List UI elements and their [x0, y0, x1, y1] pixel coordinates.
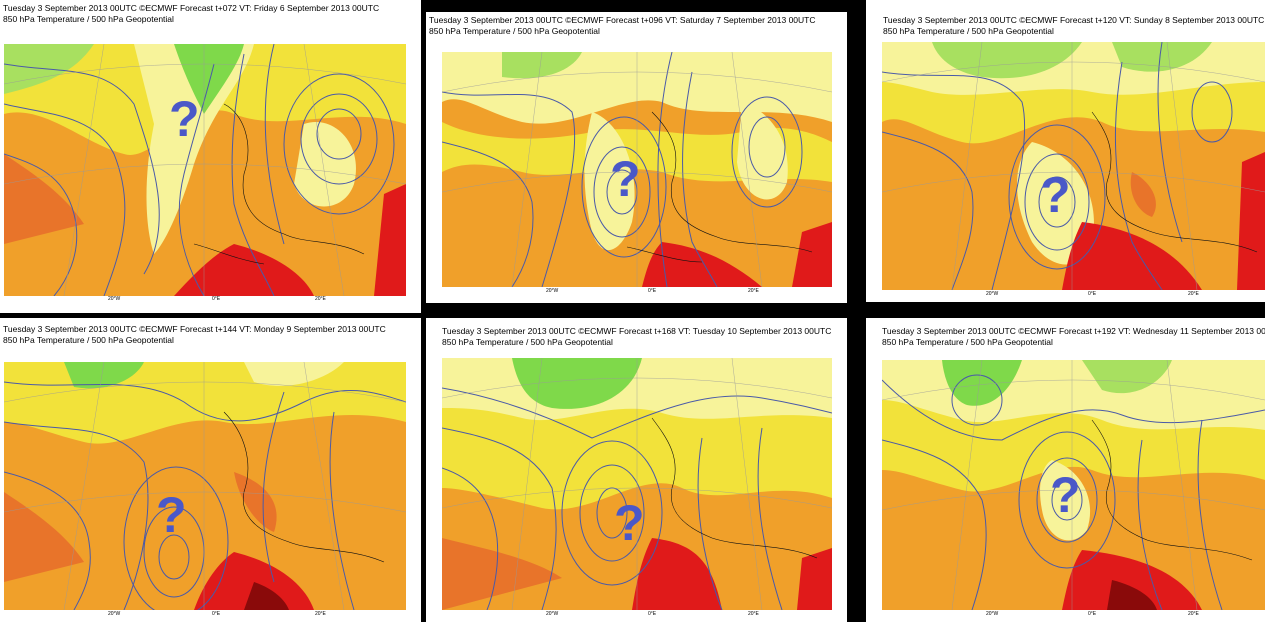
map-graphic: [882, 360, 1265, 610]
panel-header: Tuesday 3 September 2013 00UTC ©ECMWF Fo…: [882, 326, 1265, 348]
axis-label-0e: 0°E: [648, 611, 657, 617]
forecast-panel-t192: Tuesday 3 September 2013 00UTC ©ECMWF Fo…: [866, 318, 1265, 622]
axis-label-20e: 20°E: [1188, 611, 1199, 617]
panel-header: Tuesday 3 September 2013 00UTC ©ECMWF Fo…: [869, 3, 1264, 37]
panel-title: Tuesday 3 September 2013 00UTC ©ECMWF Fo…: [442, 326, 832, 336]
axis-label-20w: 20°W: [986, 611, 999, 617]
map-graphic: [442, 52, 832, 287]
map-graphic: [442, 358, 832, 610]
question-mark: ?: [614, 495, 645, 551]
panel-title: Tuesday 3 September 2013 00UTC ©ECMWF Fo…: [429, 15, 816, 25]
forecast-panel-t072: Tuesday 3 September 2013 00UTC ©ECMWF Fo…: [0, 0, 421, 313]
axis-label-0e: 0°E: [212, 611, 221, 617]
axis-label-0e: 0°E: [212, 296, 221, 302]
map-graphic: [882, 42, 1265, 290]
panel-title: Tuesday 3 September 2013 00UTC ©ECMWF Fo…: [3, 3, 380, 13]
question-mark: ?: [1050, 467, 1081, 523]
axis-label-20w: 20°W: [546, 611, 559, 617]
axis-label-20w: 20°W: [108, 611, 121, 617]
question-mark: ?: [610, 151, 641, 207]
axis-label-0e: 0°E: [1088, 291, 1097, 297]
panel-header: Tuesday 3 September 2013 00UTC ©ECMWF Fo…: [3, 3, 379, 25]
axis-label-0e: 0°E: [648, 288, 657, 294]
forecast-panel-t168: Tuesday 3 September 2013 00UTC ©ECMWF Fo…: [426, 318, 847, 622]
axis-label-20e: 20°E: [315, 611, 326, 617]
forecast-panel-t120: Tuesday 3 September 2013 00UTC ©ECMWF Fo…: [866, 0, 1265, 302]
panel-layer-label: 850 hPa Temperature / 500 hPa Geopotenti…: [442, 337, 613, 347]
panel-layer-label: 850 hPa Temperature / 500 hPa Geopotenti…: [883, 26, 1054, 36]
panel-header: Tuesday 3 September 2013 00UTC ©ECMWF Fo…: [429, 15, 816, 37]
panel-layer-label: 850 hPa Temperature / 500 hPa Geopotenti…: [3, 14, 174, 24]
forecast-map: ?: [442, 358, 832, 610]
axis-label-0e: 0°E: [1088, 611, 1097, 617]
axis-label-20e: 20°E: [748, 611, 759, 617]
panel-header: Tuesday 3 September 2013 00UTC ©ECMWF Fo…: [442, 326, 831, 348]
axis-label-20e: 20°E: [748, 288, 759, 294]
forecast-map: ?: [4, 44, 406, 296]
axis-label-20e: 20°E: [315, 296, 326, 302]
axis-label-20w: 20°W: [546, 288, 559, 294]
panel-layer-label: 850 hPa Temperature / 500 hPa Geopotenti…: [882, 337, 1053, 347]
axis-label-20w: 20°W: [986, 291, 999, 297]
map-graphic: [4, 362, 406, 610]
question-mark: ?: [156, 487, 187, 543]
forecast-map: ?: [4, 362, 406, 610]
forecast-map: ?: [882, 42, 1265, 290]
question-mark: ?: [1040, 167, 1071, 223]
axis-label-20w: 20°W: [108, 296, 121, 302]
question-mark: ?: [169, 91, 200, 147]
forecast-panel-t144: Tuesday 3 September 2013 00UTC ©ECMWF Fo…: [0, 318, 421, 622]
panel-title: Tuesday 3 September 2013 00UTC ©ECMWF Fo…: [3, 324, 386, 334]
panel-layer-label: 850 hPa Temperature / 500 hPa Geopotenti…: [3, 335, 174, 345]
panel-layer-label: 850 hPa Temperature / 500 hPa Geopotenti…: [429, 26, 600, 36]
axis-label-20e: 20°E: [1188, 291, 1199, 297]
map-graphic: [4, 44, 406, 296]
panel-header: Tuesday 3 September 2013 00UTC ©ECMWF Fo…: [3, 324, 386, 346]
forecast-map: ?: [882, 360, 1265, 610]
panel-title: Tuesday 3 September 2013 00UTC ©ECMWF Fo…: [883, 15, 1265, 25]
forecast-panel-t096: Tuesday 3 September 2013 00UTC ©ECMWF Fo…: [426, 12, 847, 303]
panel-title: Tuesday 3 September 2013 00UTC ©ECMWF Fo…: [882, 326, 1265, 336]
forecast-map: ?: [442, 52, 832, 287]
